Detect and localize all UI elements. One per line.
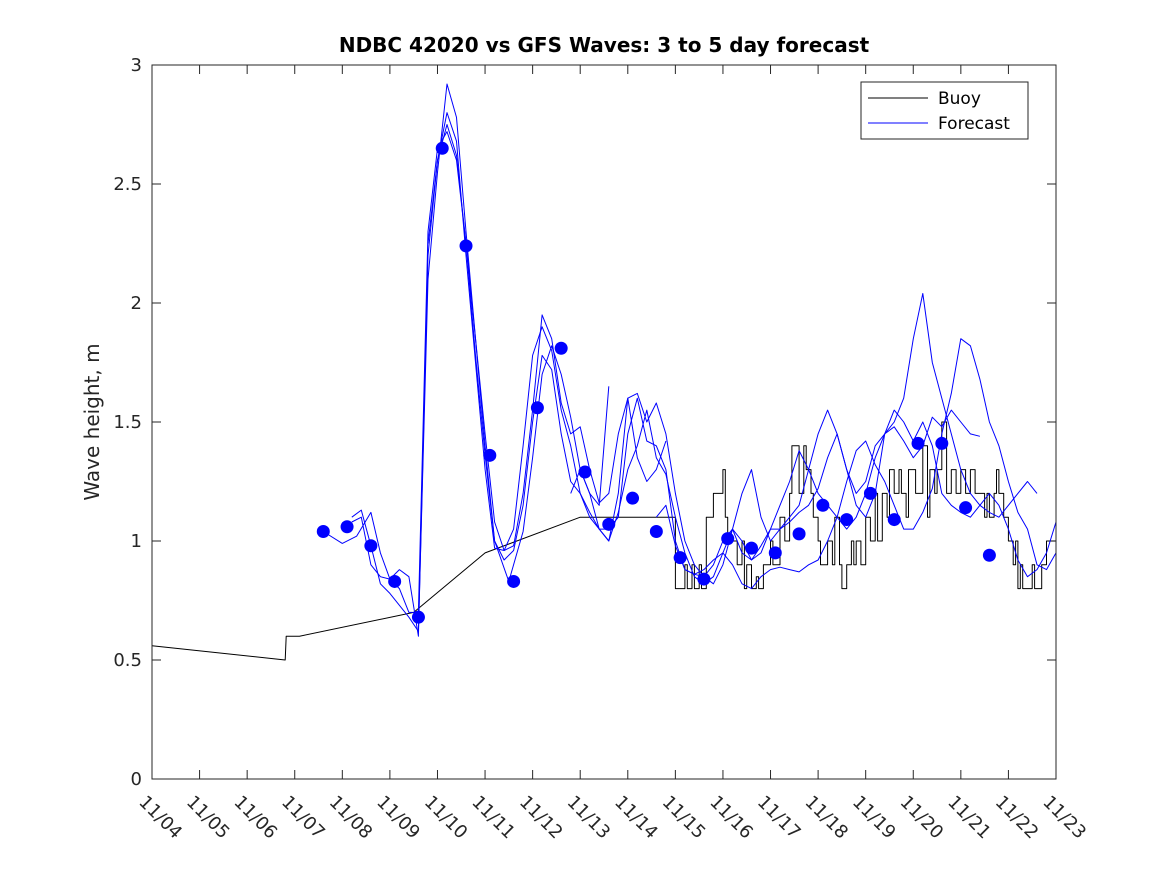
forecast-point <box>744 541 758 555</box>
forecast-point <box>911 436 925 450</box>
x-tick-label: 11/07 <box>277 792 329 844</box>
x-tick-label: 11/11 <box>468 792 520 844</box>
forecast-point <box>721 532 735 546</box>
forecast-line-1 <box>323 131 610 613</box>
y-tick-label: 2 <box>131 293 142 314</box>
forecast-point <box>935 436 949 450</box>
x-tick-label: 11/15 <box>658 792 710 844</box>
forecast-point <box>411 610 425 624</box>
forecast-point <box>816 498 830 512</box>
forecast-point <box>340 520 354 534</box>
forecast-point <box>982 548 996 562</box>
x-tick-label: 11/12 <box>515 792 567 844</box>
x-tick-label: 11/20 <box>896 792 948 844</box>
x-tick-label: 11/17 <box>753 792 805 844</box>
x-tick-label: 11/13 <box>563 792 615 844</box>
forecast-point <box>649 524 663 538</box>
x-tick-label: 11/19 <box>848 792 900 844</box>
y-axis-label: Wave height, m <box>80 343 104 500</box>
x-tick-labels: 11/0411/0511/0611/0711/0811/0911/1011/11… <box>134 792 1090 844</box>
x-tick-label: 11/21 <box>943 792 995 844</box>
forecast-point <box>673 551 687 565</box>
y-tick-label: 1.5 <box>113 412 142 433</box>
y-tick-label: 0 <box>131 769 142 790</box>
y-tick-label: 2.5 <box>113 174 142 195</box>
forecast-point <box>364 539 378 553</box>
forecast-point <box>626 491 640 505</box>
forecast-point <box>959 501 973 515</box>
legend-label-forecast: Forecast <box>938 114 1010 134</box>
x-tick-label: 11/22 <box>991 792 1043 844</box>
x-tick-label: 11/23 <box>1038 792 1090 844</box>
x-tick-label: 11/05 <box>182 792 234 844</box>
x-tick-label: 11/08 <box>325 792 377 844</box>
forecast-point <box>863 486 877 500</box>
markers-layer <box>316 141 996 624</box>
forecast-point <box>840 513 854 527</box>
forecast-point <box>459 239 473 253</box>
plot-frame <box>151 64 1057 780</box>
forecast-point <box>602 517 616 531</box>
chart-title: NDBC 42020 vs GFS Waves: 3 to 5 day fore… <box>339 33 870 57</box>
plot-area <box>152 65 1056 779</box>
forecast-point <box>697 572 711 586</box>
x-tick-label: 11/14 <box>610 792 662 844</box>
x-tick-label: 11/16 <box>705 792 757 844</box>
forecast-point <box>435 141 449 155</box>
forecast-point <box>507 574 521 588</box>
y-tick-label: 0.5 <box>113 650 142 671</box>
y-tick-label: 1 <box>131 531 142 552</box>
forecast-line-3 <box>427 124 1057 590</box>
forecast-point <box>316 524 330 538</box>
y-tick-label: 3 <box>131 55 142 76</box>
x-tick-label: 11/10 <box>420 792 472 844</box>
forecast-line-5 <box>655 409 981 578</box>
forecast-point <box>578 465 592 479</box>
x-tick-label: 11/04 <box>134 792 186 844</box>
forecast-point <box>554 341 568 355</box>
forecast-point <box>887 513 901 527</box>
x-tick-label: 11/09 <box>372 792 424 844</box>
forecast-point <box>768 546 782 560</box>
forecast-point <box>530 401 544 415</box>
legend-label-buoy: Buoy <box>938 89 981 109</box>
forecast-point <box>792 527 806 541</box>
forecast-point <box>483 448 497 462</box>
x-tick-label: 11/18 <box>801 792 853 844</box>
legend: Buoy Forecast <box>860 81 1029 140</box>
legend-box <box>860 81 1029 140</box>
forecast-point <box>388 574 402 588</box>
forecast-line-6 <box>570 293 1038 585</box>
y-tick-labels: 0 0.5 1 1.5 2 2.5 3 <box>113 55 142 790</box>
x-tick-label: 11/06 <box>230 792 282 844</box>
forecast-line-2 <box>351 83 667 632</box>
